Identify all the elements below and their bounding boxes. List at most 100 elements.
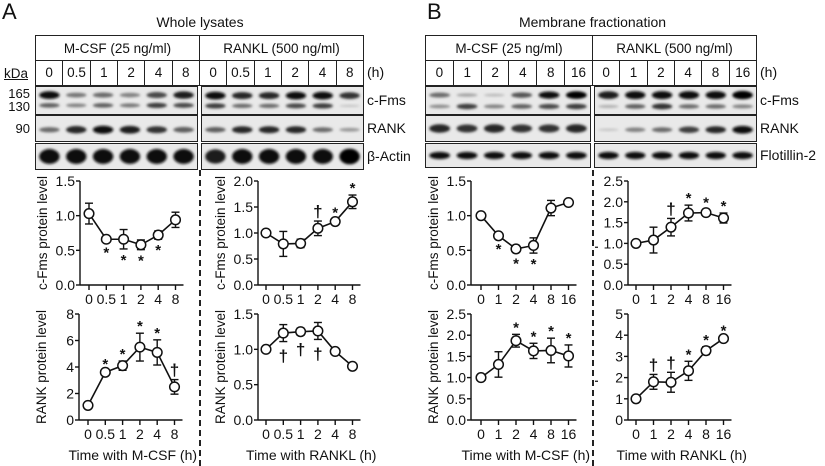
panel-b-lanes-mcsf: 0 1 2 4 8 16 [425,60,593,86]
blot-b-flotillin-mcsf [425,143,591,168]
lane-label: 4 [675,61,703,85]
svg-text:1.0: 1.0 [447,208,467,224]
group-label: M-CSF (25 ng/ml) [63,40,172,56]
svg-text:8: 8 [547,426,555,442]
lane-label: 0.5 [63,61,91,85]
svg-text:2: 2 [136,426,144,442]
svg-text:0: 0 [66,412,74,428]
svg-text:1.5: 1.5 [447,173,467,189]
unit-label: (h) [367,64,385,80]
svg-text:*: * [137,318,143,335]
panel-b-lanes-rankl: 0 1 2 4 8 16 [592,60,757,86]
row-label-rank: RANK [760,120,799,136]
svg-text:0: 0 [84,426,92,442]
svg-text:*: * [120,346,126,363]
svg-text:3: 3 [615,348,623,364]
kda-label: kDa [4,66,29,81]
panel-b-group-rankl: RANKL (500 ng/ml) [592,35,757,61]
panel-a-lanes-rankl: 0 0.5 1 2 4 8 [199,60,364,86]
svg-text:*: * [513,255,519,272]
svg-text:Time with M-CSF (h): Time with M-CSF (h) [68,447,197,463]
svg-text:0.0: 0.0 [234,277,254,293]
svg-text:*: * [350,180,356,197]
panel-b-title: Membrane fractionation [518,14,667,30]
svg-text:0.0: 0.0 [447,412,467,428]
svg-text:c-Fms protein level: c-Fms protein level [595,176,598,290]
blot-a-rank-rankl [201,115,364,142]
lane-label: 1 [91,61,118,85]
svg-text:†: † [666,353,675,372]
svg-text:8: 8 [349,426,357,442]
svg-text:1.5: 1.5 [234,199,254,215]
svg-text:0.5: 0.5 [96,426,116,442]
svg-text:*: * [548,323,554,340]
svg-text:2: 2 [512,426,520,442]
lane-label: 0.5 [227,61,255,85]
lane-label: 2 [282,61,310,85]
svg-text:0.0: 0.0 [56,277,76,293]
svg-text:†: † [649,355,658,374]
divider-a [199,170,201,466]
svg-text:0: 0 [632,426,640,442]
svg-text:*: * [496,241,502,258]
lane-label: 1 [255,61,282,85]
marker-130: 130 [8,99,30,114]
svg-text:8: 8 [702,291,710,305]
svg-text:2: 2 [512,291,520,305]
svg-text:1: 1 [495,291,503,305]
svg-text:1.5: 1.5 [234,306,254,322]
svg-text:*: * [703,194,709,211]
svg-text:†: † [666,199,675,218]
svg-text:*: * [686,190,692,207]
group-label: RANKL (500 ng/ml) [616,40,733,56]
lane-label: 4 [309,61,337,85]
svg-text:Time with M-CSF (h): Time with M-CSF (h) [461,447,590,463]
svg-text:*: * [121,252,127,269]
svg-text:0: 0 [477,426,485,442]
lane-label: 8 [537,61,566,85]
svg-text:0: 0 [262,291,270,305]
svg-text:1: 1 [120,291,128,305]
svg-text:Time with RANKL (h): Time with RANKL (h) [246,447,376,463]
svg-text:1.5: 1.5 [56,173,76,189]
svg-text:0.0: 0.0 [604,277,624,293]
svg-text:†: † [296,340,305,359]
svg-text:1: 1 [615,391,623,407]
chart-b-rankl-cfms: 0.0 0.5 1.0 1.5 2.0 2.5 0 1 2 4 8 16 c-Fms protein l… [595,173,732,305]
svg-text:0.5: 0.5 [274,426,294,442]
svg-text:16: 16 [561,291,577,305]
blot-b-cfms-rankl [594,86,757,115]
svg-text:RANK protein level: RANK protein level [426,310,441,424]
blot-b-cfms-mcsf [425,86,591,115]
lane-label: 4 [145,61,173,85]
svg-text:2: 2 [314,426,322,442]
lane-label: 2 [118,61,146,85]
svg-text:2: 2 [137,291,145,305]
svg-text:*: * [103,244,109,261]
blot-a-actin-mcsf [35,143,198,170]
lane-label: 8 [702,61,730,85]
svg-text:*: * [566,330,572,347]
blot-a-cfms-rankl [201,86,364,115]
svg-text:c-Fms protein level: c-Fms protein level [35,176,50,290]
svg-text:†: † [279,347,288,366]
svg-text:†: † [313,344,322,363]
svg-text:8: 8 [702,426,710,442]
lane-label: 16 [735,65,751,80]
svg-text:RANK protein level: RANK protein level [213,310,228,424]
row-label-cfms: c-Fms [367,92,406,108]
lane-label: 2 [648,61,675,85]
lane-label: 16 [571,65,587,80]
svg-text:*: * [721,198,727,215]
blot-b-rank-rankl [594,115,757,142]
svg-text:*: * [721,323,727,340]
svg-text:1: 1 [650,426,658,442]
svg-text:†: † [313,202,322,221]
svg-text:2.5: 2.5 [447,306,467,322]
svg-text:2: 2 [615,370,623,386]
svg-text:1.5: 1.5 [604,215,624,231]
svg-text:RANK protein level: RANK protein level [34,310,49,424]
svg-text:0: 0 [85,291,93,305]
